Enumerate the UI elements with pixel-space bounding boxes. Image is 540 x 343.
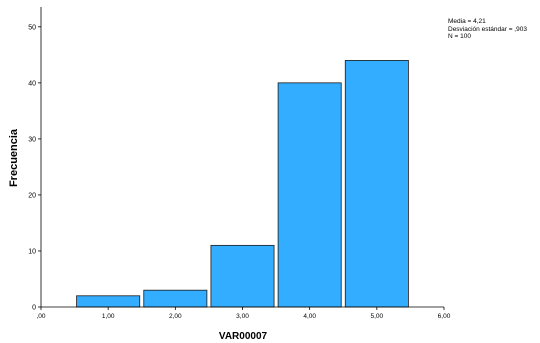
x-tick-label: 3,00 bbox=[236, 313, 249, 320]
bar-2,00 bbox=[143, 289, 208, 308]
x-tick-label: 1,00 bbox=[102, 313, 115, 320]
bar-4,00 bbox=[277, 82, 342, 308]
x-tick-label: 4,00 bbox=[303, 313, 316, 320]
sd-stat: Desviación estándar = ,903 bbox=[448, 25, 527, 33]
x-tick-label: ,00 bbox=[36, 313, 45, 320]
y-axis-label: Frecuencia bbox=[8, 128, 20, 187]
y-tick-label: 10 bbox=[28, 248, 36, 255]
mean-stat: Media = 4,21 bbox=[448, 18, 486, 25]
x-axis-label: VAR00007 bbox=[219, 331, 268, 342]
y-tick-label: 20 bbox=[28, 192, 36, 199]
x-axis: ,00 1,00 2,00 3,00 4,00 5,00 6,00 bbox=[36, 306, 451, 320]
y-tick-label: 30 bbox=[28, 136, 36, 143]
bar-1,00 bbox=[76, 295, 141, 308]
n-stat: N = 100 bbox=[448, 33, 471, 40]
x-tick-label: 6,00 bbox=[438, 313, 451, 320]
x-tick-label: 2,00 bbox=[169, 313, 182, 320]
y-tick-label: 0 bbox=[32, 305, 36, 312]
y-axis: 0 10 20 30 40 50 bbox=[28, 7, 42, 312]
bars-group bbox=[76, 60, 409, 308]
stats-annotation: Media = 4,21 Desviación estándar = ,903 … bbox=[448, 18, 527, 41]
x-tick-label: 5,00 bbox=[371, 313, 384, 320]
bar-5,00 bbox=[344, 60, 409, 308]
y-tick-label: 40 bbox=[28, 80, 36, 87]
bar-3,00 bbox=[210, 244, 275, 308]
y-tick-label: 50 bbox=[28, 24, 36, 31]
